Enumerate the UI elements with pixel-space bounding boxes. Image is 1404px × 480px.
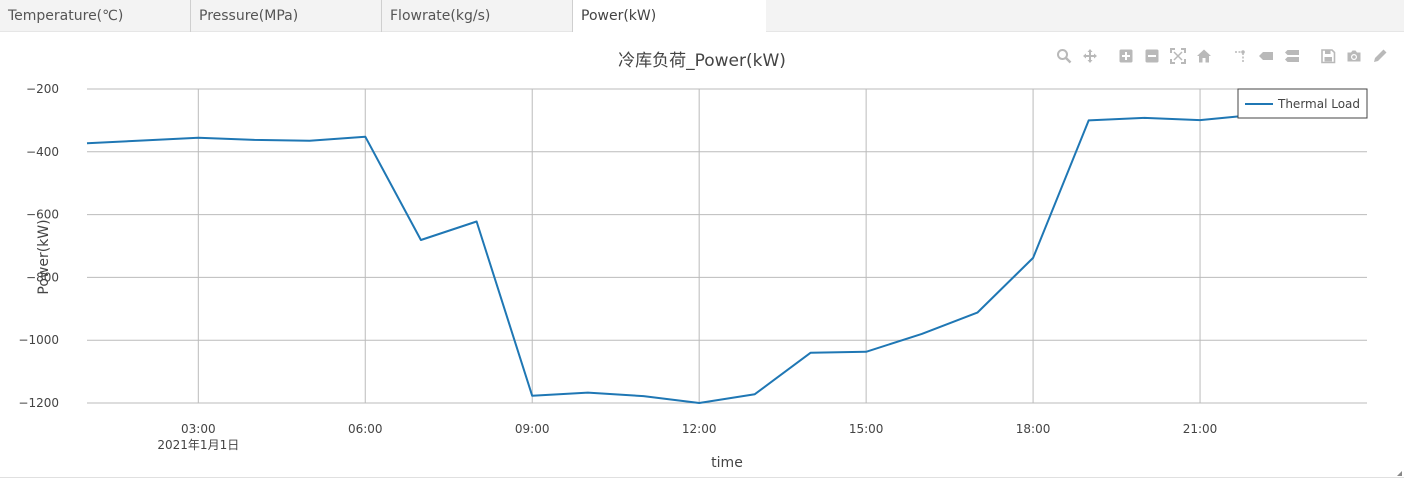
x-tick-label: 18:00 (1016, 422, 1051, 436)
x-tick-label: 15:00 (849, 422, 884, 436)
bottom-border (0, 477, 1404, 478)
zoom-out-icon[interactable] (1143, 47, 1161, 65)
x-tick-label: 03:00 (181, 422, 216, 436)
x-tick-label: 06:00 (348, 422, 383, 436)
y-tick-label: −1200 (18, 396, 59, 410)
x-tick-label: 12:00 (682, 422, 717, 436)
x-tick-sublabel: 2021年1月1日 (157, 438, 239, 452)
x-axis-label: time (711, 455, 743, 471)
y-axis-label: Power(kW) (36, 219, 52, 294)
chart-title: 冷库负荷_Power(kW) (618, 51, 786, 71)
power-line-chart: 冷库负荷_Power(kW) −200 −400 −600 −800 −1000 −120… (18, 51, 1368, 471)
pan-icon[interactable] (1081, 47, 1099, 65)
legend[interactable]: Thermal Load (1237, 88, 1368, 119)
y-axis-ticks: −200 −400 −600 −800 −1000 −1200 (18, 82, 59, 410)
legend-label-thermal-load: Thermal Load (1277, 97, 1360, 111)
hover-closest-icon[interactable] (1257, 47, 1275, 65)
series-line-thermal-load[interactable] (86, 106, 1312, 404)
resize-handle[interactable] (1397, 471, 1402, 476)
tab-pressure[interactable]: Pressure(MPa) (191, 0, 382, 32)
save-icon[interactable] (1319, 47, 1337, 65)
series-layer (86, 106, 1312, 404)
y-tick-label: −200 (26, 82, 59, 96)
camera-icon[interactable] (1345, 47, 1363, 65)
x-axis-ticks: 03:00 2021年1月1日 06:00 09:00 12:00 15:00 18:00 2… (157, 422, 1217, 452)
tab-power[interactable]: Power(kW) (573, 0, 766, 32)
y-tick-label: −1000 (18, 333, 59, 347)
edit-icon[interactable] (1371, 47, 1389, 65)
y-tick-label: −800 (26, 270, 59, 284)
tab-flowrate[interactable]: Flowrate(kg/s) (382, 0, 573, 32)
y-tick-label: −600 (26, 208, 59, 222)
chart-modebar (1055, 46, 1397, 66)
tab-temperature[interactable]: Temperature(℃) (0, 0, 191, 32)
spike-lines-icon[interactable] (1231, 47, 1249, 65)
reset-axes-icon[interactable] (1195, 47, 1213, 65)
grid-lines (87, 88, 1367, 404)
x-tick-label: 09:00 (515, 422, 550, 436)
autoscale-icon[interactable] (1169, 47, 1187, 65)
x-tick-label: 21:00 (1183, 422, 1218, 436)
hover-compare-icon[interactable] (1283, 47, 1301, 65)
zoom-icon[interactable] (1055, 47, 1073, 65)
zoom-in-icon[interactable] (1117, 47, 1135, 65)
y-tick-label: −400 (26, 145, 59, 159)
tab-bar: Temperature(℃) Pressure(MPa) Flowrate(kg… (0, 0, 1404, 32)
